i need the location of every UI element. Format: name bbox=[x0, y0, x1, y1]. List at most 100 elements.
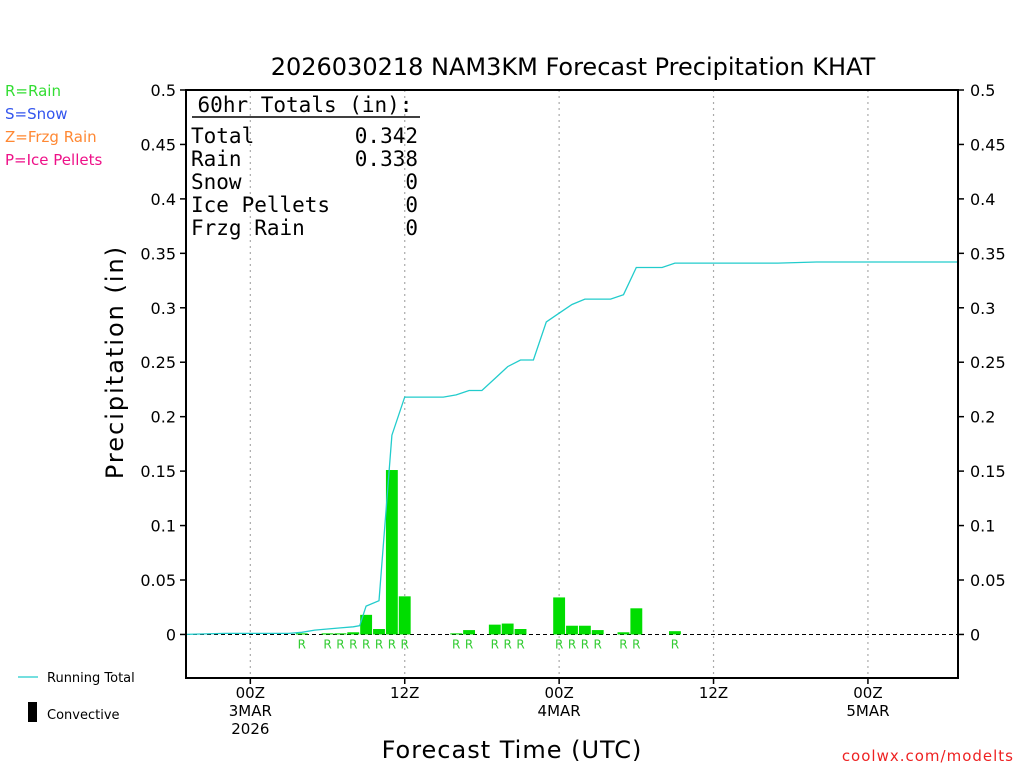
y-tick-label: 0.05 bbox=[140, 571, 176, 590]
precip-type-label: R bbox=[619, 637, 627, 651]
totals-row-label: Snow bbox=[191, 170, 242, 194]
running-total-legend-label: Running Total bbox=[47, 671, 135, 686]
y-tick-label: 0.45 bbox=[140, 135, 176, 154]
y-tick-label: 0.3 bbox=[970, 299, 995, 318]
precip-bar bbox=[334, 633, 347, 635]
x-tick-label: 3MAR bbox=[229, 702, 272, 720]
precip-type-label: R bbox=[452, 637, 460, 651]
precip-bar bbox=[669, 631, 681, 635]
precip-bar bbox=[553, 597, 566, 635]
y-tick-label: 0.05 bbox=[970, 571, 1006, 590]
precip-type-label: R bbox=[671, 637, 679, 651]
precip-type-label: R bbox=[298, 637, 306, 651]
y-tick-label: 0.25 bbox=[140, 353, 176, 372]
y-axis-label: Precipitation (in) bbox=[101, 245, 129, 479]
totals-box: 60hr Totals (in): Total 0.342 Rain 0.338 Sno… bbox=[191, 93, 420, 240]
y-tick-label: 0.25 bbox=[970, 353, 1006, 372]
x-tick-label: 00Z bbox=[544, 684, 573, 702]
precip-type-label: R bbox=[323, 637, 331, 651]
totals-row-label: Ice Pellets bbox=[191, 193, 330, 217]
totals-row-value: 0.338 bbox=[355, 147, 418, 171]
precip-type-label: R bbox=[336, 637, 344, 651]
y-tick-label: 0.1 bbox=[151, 517, 176, 536]
precip-type-label: R bbox=[632, 637, 640, 651]
precip-bar bbox=[360, 614, 373, 635]
precip-type-label: R bbox=[401, 637, 409, 651]
totals-row-label: Rain bbox=[191, 147, 242, 171]
precip-type-legend: R=Rain S=Snow Z=Frzg Rain P=Ice Pellets bbox=[5, 82, 102, 169]
y-tick-label: 0.35 bbox=[970, 244, 1006, 263]
y-tick-label: 0.35 bbox=[140, 244, 176, 263]
precip-bar bbox=[385, 470, 398, 635]
y-tick-label: 0.15 bbox=[140, 462, 176, 481]
convective-legend-swatch bbox=[28, 702, 37, 722]
x-tick-label: 2026 bbox=[231, 720, 269, 738]
convective-legend: Convective bbox=[28, 702, 120, 723]
precip-type-label: R bbox=[465, 637, 473, 651]
precip-type-label: R bbox=[491, 637, 499, 651]
totals-row-value: 0.342 bbox=[355, 124, 418, 148]
precip-type-legend-item: P=Ice Pellets bbox=[5, 151, 102, 169]
precip-bars bbox=[295, 470, 681, 635]
x-tick-label: 00Z bbox=[236, 684, 265, 702]
precip-type-label: R bbox=[388, 637, 396, 651]
precip-bar bbox=[295, 633, 308, 635]
watermark-url[interactable]: coolwx.com/modelts bbox=[842, 747, 1014, 765]
precip-type-label: R bbox=[375, 637, 383, 651]
precip-bar bbox=[398, 596, 411, 635]
precip-bar bbox=[450, 633, 463, 635]
precip-type-label: R bbox=[555, 637, 563, 651]
vertical-gridlines bbox=[249, 90, 869, 678]
precip-type-legend-item: S=Snow bbox=[5, 105, 68, 123]
precip-bar bbox=[617, 632, 630, 635]
y-tick-label: 0.4 bbox=[970, 190, 995, 209]
precip-bar bbox=[373, 629, 385, 635]
x-tick-label: 4MAR bbox=[538, 702, 581, 720]
y-tick-label: 0.4 bbox=[151, 190, 176, 209]
x-axis-label: Forecast Time (UTC) bbox=[382, 736, 643, 764]
precip-bar bbox=[591, 630, 604, 635]
convective-legend-label: Convective bbox=[47, 708, 120, 723]
y-tick-label: 0.1 bbox=[970, 517, 995, 536]
precip-type-legend-item: Z=Frzg Rain bbox=[5, 128, 97, 146]
totals-row-value: 0 bbox=[405, 193, 418, 217]
chart-title: 2026030218 NAM3KM Forecast Precipitation… bbox=[271, 53, 876, 81]
x-tick-label: 00Z bbox=[853, 684, 882, 702]
running-total-line bbox=[185, 261, 958, 636]
y-axis-right: 0 0.05 0.1 0.15 0.2 0.25 0.3 0.35 0.4 0.45 0.5 bbox=[958, 81, 1006, 644]
precip-type-label: R bbox=[362, 637, 370, 651]
x-tick-label: 12Z bbox=[699, 684, 728, 702]
y-tick-label: 0.45 bbox=[970, 135, 1006, 154]
precip-type-label: R bbox=[516, 637, 524, 651]
totals-row-label: Frzg Rain bbox=[191, 216, 305, 240]
precip-bar bbox=[501, 623, 514, 635]
precip-type-label: R bbox=[568, 637, 576, 651]
y-tick-label: 0.3 bbox=[151, 299, 176, 318]
y-tick-label: 0.15 bbox=[970, 462, 1006, 481]
precip-type-legend-item: R=Rain bbox=[5, 82, 61, 100]
y-tick-label: 0.5 bbox=[970, 81, 995, 100]
totals-header: 60hr Totals (in): bbox=[198, 93, 413, 117]
y-axis-left: 0 0.05 0.1 0.15 0.2 0.25 0.3 0.35 0.4 0.45 0.5 bbox=[140, 81, 186, 644]
precip-bar bbox=[347, 632, 360, 635]
y-tick-label: 0 bbox=[166, 625, 176, 644]
y-tick-label: 0.2 bbox=[151, 408, 176, 427]
precip-bar bbox=[566, 625, 578, 635]
precip-type-label: R bbox=[594, 637, 602, 651]
plot-frame bbox=[185, 89, 959, 679]
y-tick-label: 0.5 bbox=[151, 81, 176, 100]
totals-row-label: Total bbox=[191, 124, 254, 148]
precip-bar bbox=[578, 625, 591, 635]
precip-bar bbox=[321, 633, 334, 635]
precip-bar bbox=[488, 624, 501, 635]
totals-row-value: 0 bbox=[405, 170, 418, 194]
precip-bar bbox=[514, 629, 527, 635]
precip-bar bbox=[463, 630, 475, 635]
totals-row-value: 0 bbox=[405, 216, 418, 240]
x-tick-label: 5MAR bbox=[846, 702, 889, 720]
precip-bar bbox=[630, 608, 643, 635]
precip-type-label: R bbox=[503, 637, 511, 651]
